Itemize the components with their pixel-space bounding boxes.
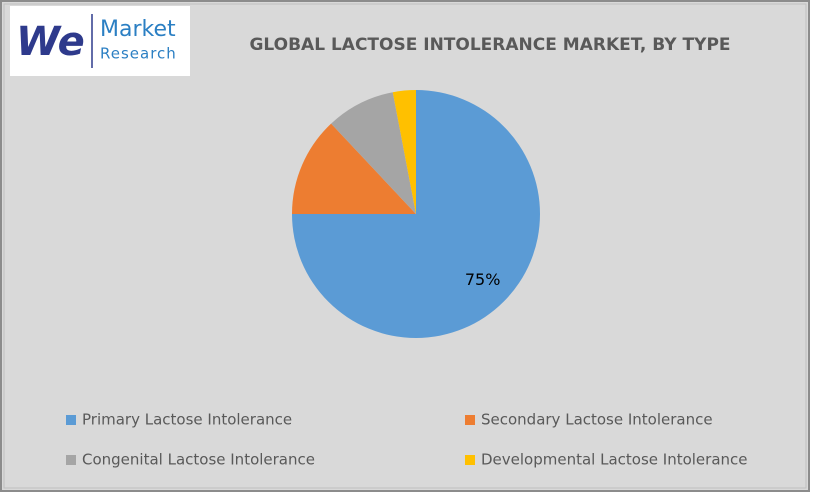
legend-label: Primary Lactose Intolerance (82, 411, 292, 429)
legend-marker (465, 455, 475, 465)
pie-slice (292, 123, 416, 214)
legend-marker (66, 415, 76, 425)
data-label: 75% (465, 270, 501, 289)
logo-background (10, 6, 190, 76)
legend-label: Congenital Lactose Intolerance (82, 451, 315, 469)
logo-mark: We (16, 19, 85, 65)
chart-frame (3, 3, 807, 489)
pie-slice (392, 90, 416, 214)
chart-title: GLOBAL LACTOSE INTOLERANCE MARKET, BY TY… (249, 35, 730, 55)
logo-text: Research (100, 45, 177, 63)
logo: We Market Research (10, 6, 190, 76)
legend-label: Developmental Lactose Intolerance (481, 451, 748, 469)
logo-text: Market (100, 17, 176, 42)
pie-slice (331, 92, 416, 214)
legend-marker (465, 415, 475, 425)
legend-label: Secondary Lactose Intolerance (481, 411, 713, 429)
legend-marker (66, 455, 76, 465)
